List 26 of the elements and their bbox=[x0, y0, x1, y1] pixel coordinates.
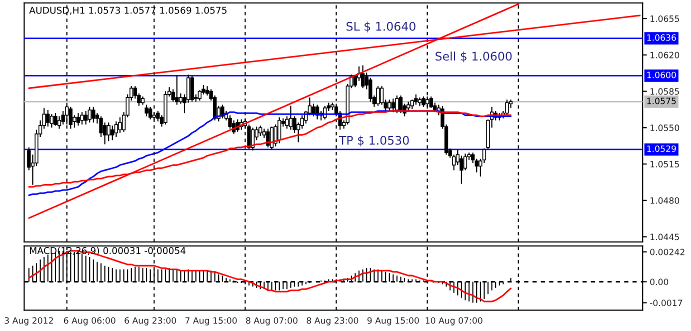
x-tick-label: 10 Aug 07:00 bbox=[426, 317, 482, 326]
y-tick-label: 1.0480 bbox=[650, 197, 680, 204]
ref-line-label: 1.0636 bbox=[647, 34, 676, 41]
y-tick-label: 0.00 bbox=[650, 278, 668, 286]
chart-title: AUDUSD,H1 1.0573 1.0577 1.0569 1.0575 bbox=[29, 6, 226, 15]
y-tick-label: 1.0515 bbox=[650, 160, 679, 168]
y-tick-label: 1.0585 bbox=[650, 88, 679, 95]
annotation: SL $ 1.0640 bbox=[346, 22, 416, 32]
y-tick-label: 0.00242 bbox=[650, 248, 684, 256]
x-tick-label: 8 Aug 07:00 bbox=[246, 317, 298, 326]
x-tick-label: 6 Aug 23:00 bbox=[124, 317, 176, 326]
x-tick-label: 8 Aug 23:00 bbox=[306, 317, 358, 326]
ref-line-label: 1.0600 bbox=[647, 72, 676, 78]
y-tick-label: 1.0445 bbox=[650, 234, 679, 240]
annotation: Sell $ 1.0600 bbox=[436, 52, 512, 62]
ref-line-label: 1.0529 bbox=[647, 145, 676, 152]
annotation: TP $ 1.0530 bbox=[338, 136, 409, 146]
x-tick-label: 3 Aug 2012 bbox=[4, 317, 53, 326]
y-tick-label: -0.0017 bbox=[650, 300, 682, 306]
y-tick-label: 1.0655 bbox=[650, 15, 679, 22]
x-tick-label: 6 Aug 06:00 bbox=[64, 317, 116, 326]
x-tick-label: 7 Aug 15:00 bbox=[185, 317, 237, 326]
x-tick-label: 9 Aug 15:00 bbox=[367, 317, 419, 326]
y-tick-label: 1.0620 bbox=[650, 52, 680, 58]
y-tick-label: 1.0550 bbox=[650, 124, 680, 132]
ref-line-label: 1.0575 bbox=[647, 98, 676, 104]
